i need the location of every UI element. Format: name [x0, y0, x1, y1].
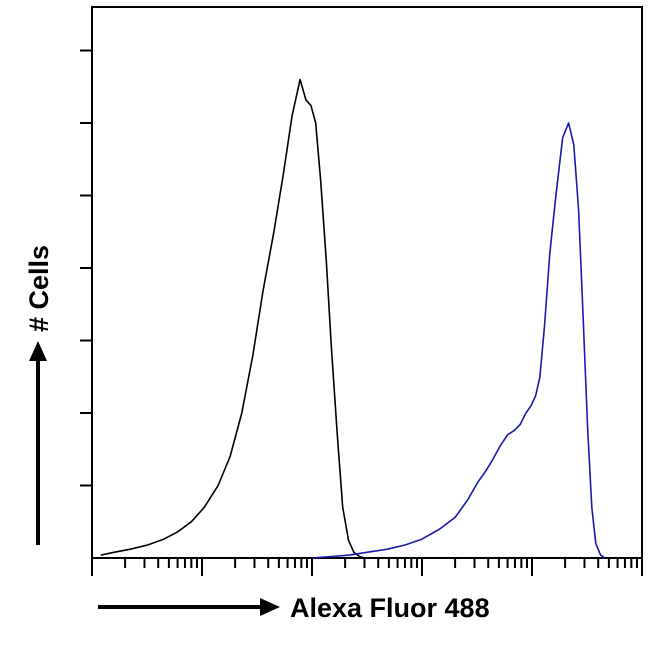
series-layer: [100, 78, 606, 559]
y-axis-arrowhead: [29, 341, 47, 361]
series-line-1: [100, 78, 371, 559]
x-axis-arrowhead: [260, 598, 280, 616]
y-axis-ticks: [80, 49, 92, 487]
x-axis-title: Alexa Fluor 488: [290, 593, 490, 623]
plot-frame: [91, 6, 643, 559]
series-line-2: [311, 122, 606, 559]
y-axis-title: # Cells: [24, 245, 54, 332]
x-axis-ticks: [91, 558, 643, 576]
